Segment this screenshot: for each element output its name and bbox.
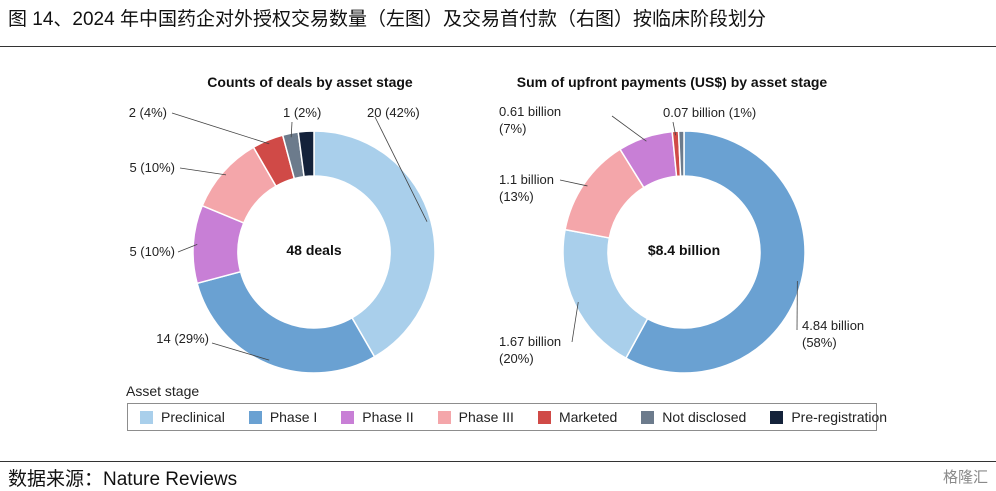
slice-phase-i [197,272,374,373]
legend-swatch [770,411,783,424]
bottom-rule [0,461,996,462]
legend-label: Pre-registration [791,409,887,425]
legend-item-not-disclosed: Not disclosed [641,409,746,425]
legend-item-marketed: Marketed [538,409,617,425]
slice-label: 5 (10%) [129,244,175,259]
slice-label: 0.61 billion(7%) [499,104,561,136]
leader-line [572,302,578,342]
slice-label: 4.84 billion(58%) [802,318,864,350]
leader-line [180,168,226,175]
slice-preclinical [563,230,648,359]
legend-item-preclinical: Preclinical [140,409,225,425]
top-rule [0,46,996,47]
legend-swatch [249,411,262,424]
right-chart-title: Sum of upfront payments (US$) by asset s… [517,74,828,90]
slice-label: 2 (4%) [129,105,167,120]
legend-item-phase-ii: Phase II [341,409,413,425]
legend-item-phase-iii: Phase III [438,409,514,425]
legend-label: Phase III [459,409,514,425]
left-chart-title: Counts of deals by asset stage [207,74,413,90]
legend-label: Phase II [362,409,413,425]
figure-title: 图 14、2024 年中国药企对外授权交易数量（左图）及交易首付款（右图）按临床… [8,4,988,31]
left-center-label: 48 deals [286,242,341,258]
legend-label: Not disclosed [662,409,746,425]
legend-item-phase-i: Phase I [249,409,317,425]
slice-label: 14 (29%) [156,331,209,346]
legend-title: Asset stage [126,383,199,399]
slice-label: 20 (42%) [367,105,420,120]
legend-swatch [641,411,654,424]
leader-line [172,113,269,144]
watermark-logo: 格隆汇 [943,466,988,487]
slice-label: 5 (10%) [129,160,175,175]
legend-swatch [341,411,354,424]
legend: Preclinical Phase I Phase II Phase III Marke… [127,403,877,431]
legend-label: Phase I [270,409,317,425]
legend-label: Preclinical [161,409,225,425]
source-note: 数据来源：Nature Reviews [8,464,237,491]
slice-label: 1 (2%) [283,105,321,120]
slice-label: 1.1 billion(13%) [499,172,554,204]
leader-line [560,180,587,186]
legend-swatch [140,411,153,424]
leader-line [612,116,646,141]
right-center-label: $8.4 billion [648,242,720,258]
legend-item-pre-registration: Pre-registration [770,409,887,425]
slice-label: 1.67 billion(20%) [499,334,561,366]
legend-swatch [538,411,551,424]
slice-label: 0.07 billion (1%) [663,105,756,120]
legend-swatch [438,411,451,424]
legend-label: Marketed [559,409,617,425]
